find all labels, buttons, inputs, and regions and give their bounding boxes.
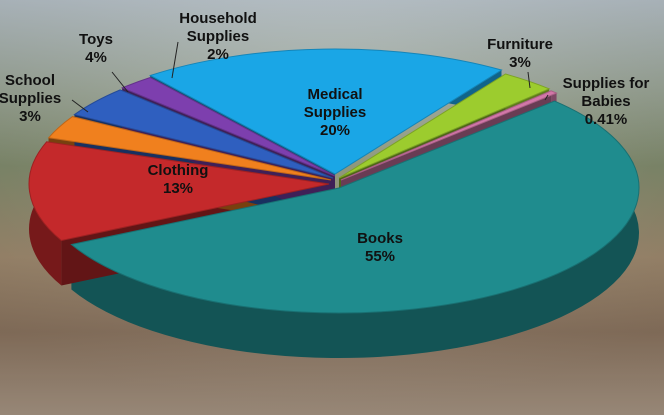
category-label: Toys <box>66 31 126 49</box>
category-label: Clothing <box>133 162 223 180</box>
value-label: 2% <box>163 46 273 64</box>
value-label: 55% <box>340 248 420 266</box>
value-label: 0.41% <box>551 111 661 129</box>
value-label: 20% <box>285 122 385 140</box>
category-label: Books <box>340 230 420 248</box>
value-label: 4% <box>66 49 126 67</box>
chart: Medical Supplies20%Furniture3%Supplies f… <box>0 0 664 415</box>
category-label: Household Supplies <box>163 10 273 46</box>
category-label: Medical Supplies <box>285 86 385 122</box>
value-label: 13% <box>133 180 223 198</box>
value-label: 3% <box>475 54 565 72</box>
category-label: Furniture <box>475 36 565 54</box>
value-label: 3% <box>0 108 70 126</box>
category-label: School Supplies <box>0 72 70 108</box>
category-label: Supplies for Babies <box>551 75 661 111</box>
